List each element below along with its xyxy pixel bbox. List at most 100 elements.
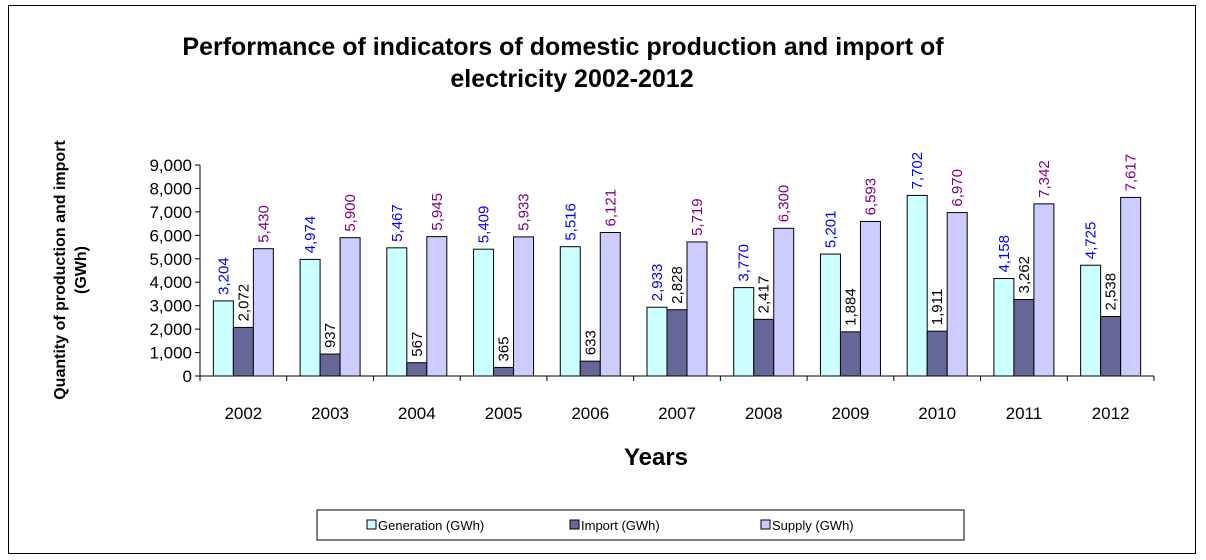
bar-0 <box>646 306 668 377</box>
x-tick-label: 2003 <box>311 404 349 423</box>
data-label: 4,725 <box>1083 222 1100 260</box>
data-label: 7,342 <box>1036 160 1053 198</box>
y-tick-label: 4,000 <box>149 273 192 292</box>
y-tick-label: 6,000 <box>149 226 192 245</box>
legend-label: Generation (GWh) <box>378 518 484 533</box>
bar-2 <box>599 231 621 377</box>
data-label: 2,933 <box>649 264 666 302</box>
bar-2 <box>859 220 881 377</box>
legend: Generation (GWh) Import (GWh) Supply (GWh) <box>316 509 965 541</box>
legend-label: Import (GWh) <box>581 518 660 533</box>
bar-0 <box>212 300 234 377</box>
data-label: 5,467 <box>389 204 406 242</box>
data-label: 3,770 <box>736 244 753 282</box>
data-label: 3,204 <box>215 257 232 295</box>
data-label: 6,300 <box>776 185 793 223</box>
bar-1 <box>753 318 775 377</box>
bar-1 <box>839 331 861 377</box>
x-tick-label: 2002 <box>224 404 262 423</box>
legend-swatch <box>569 519 580 530</box>
bar-0 <box>906 194 928 377</box>
legend-swatch <box>760 519 771 530</box>
legend-swatch <box>366 519 377 530</box>
data-label: 5,201 <box>822 211 839 249</box>
axes: 0 1,000 2,000 3,000 4,000 5,000 6,000 7,000 8,00… <box>149 156 1155 423</box>
chart-title-line-2: electricity 2002-2012 <box>450 65 693 93</box>
bar-0 <box>993 278 1015 377</box>
bar-2 <box>426 236 448 377</box>
data-label: 567 <box>409 332 426 357</box>
data-label: 2,538 <box>1103 273 1120 311</box>
x-tick-label: 2012 <box>1092 404 1130 423</box>
data-label: 937 <box>322 323 339 348</box>
bar-2 <box>252 248 274 377</box>
bar-2 <box>339 237 361 377</box>
y-tick-label: 0 <box>183 367 192 386</box>
data-label: 2,417 <box>756 276 773 314</box>
data-label: 2,828 <box>669 266 686 304</box>
data-label: 5,430 <box>255 205 272 243</box>
data-label: 6,593 <box>862 178 879 216</box>
y-axis-label-line-2: (GWh) <box>73 246 90 294</box>
bar-0 <box>1080 264 1102 377</box>
bar-0 <box>819 253 841 377</box>
y-tick-label: 8,000 <box>149 179 192 198</box>
data-label: 633 <box>582 330 599 355</box>
bar-1 <box>579 360 601 377</box>
y-tick-label: 9,000 <box>149 156 192 175</box>
bar-0 <box>299 258 321 377</box>
y-tick-label: 5,000 <box>149 250 192 269</box>
x-tick-label: 2008 <box>745 404 783 423</box>
y-tick-label: 2,000 <box>149 320 192 339</box>
bar-2 <box>946 212 968 377</box>
data-label: 6,121 <box>602 189 619 227</box>
bar-2 <box>1120 196 1142 377</box>
bars <box>212 194 1142 377</box>
bar-2 <box>773 227 795 377</box>
y-tick-label: 1,000 <box>149 344 192 363</box>
x-tick-label: 2005 <box>485 404 523 423</box>
bar-1 <box>406 362 428 377</box>
x-tick-label: 2004 <box>398 404 436 423</box>
data-label: 4,974 <box>302 216 319 254</box>
x-tick-label: 2006 <box>571 404 609 423</box>
data-label: 1,884 <box>842 288 859 326</box>
x-tick-label: 2007 <box>658 404 696 423</box>
bar-0 <box>559 246 581 377</box>
data-label: 5,900 <box>342 194 359 232</box>
y-tick-label: 3,000 <box>149 297 192 316</box>
y-axis-label-line-1: Quantity of production and import <box>52 140 69 400</box>
bar-1 <box>666 309 688 377</box>
bar-1 <box>493 366 515 377</box>
data-label: 1,911 <box>929 289 946 325</box>
bar-2 <box>686 241 708 377</box>
x-tick-label: 2011 <box>1006 404 1043 423</box>
data-label: 4,158 <box>996 235 1013 273</box>
y-tick-label: 7,000 <box>149 203 192 222</box>
bar-1 <box>232 326 254 377</box>
x-tick-label: 2009 <box>832 404 870 423</box>
data-label: 6,970 <box>949 169 966 207</box>
bar-0 <box>733 287 755 377</box>
legend-box <box>316 509 965 541</box>
data-label: 7,702 <box>909 152 926 190</box>
bar-1 <box>1100 315 1122 377</box>
data-label: 5,719 <box>689 198 706 236</box>
data-label: 365 <box>496 336 513 361</box>
bar-1 <box>1013 299 1035 377</box>
data-label: 5,933 <box>516 193 533 231</box>
bar-0 <box>386 247 408 377</box>
bar-1 <box>926 330 948 377</box>
data-labels: 3,204 4,974 5,467 5,409 5,516 2,933 3,770 5,201… <box>215 152 1139 362</box>
bar-2 <box>513 236 535 377</box>
data-label: 2,072 <box>235 284 252 322</box>
bar-0 <box>473 248 495 377</box>
chart-title-line-1: Performance of indicators of domestic pr… <box>182 33 944 61</box>
x-tick-label: 2010 <box>918 404 956 423</box>
legend-label: Supply (GWh) <box>772 518 854 533</box>
data-label: 5,409 <box>476 206 493 244</box>
data-label: 5,945 <box>429 193 446 231</box>
data-label: 7,617 <box>1123 154 1140 192</box>
data-label: 5,516 <box>562 203 579 241</box>
